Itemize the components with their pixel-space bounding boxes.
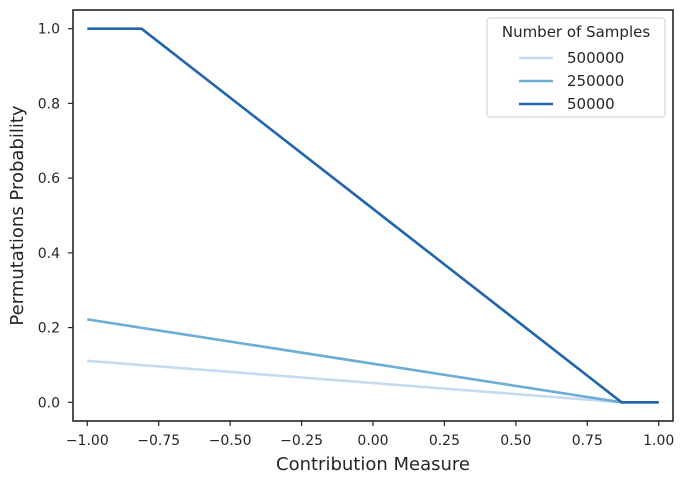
x-tick-label: −0.25 — [280, 433, 323, 449]
legend: Number of Samples 500000 250000 50000 — [486, 17, 666, 118]
x-tick-label: −0.50 — [209, 433, 252, 449]
x-tick-label: 0.75 — [572, 433, 603, 449]
plot-area — [87, 27, 659, 404]
legend-box — [486, 17, 666, 118]
series-line-50000 — [87, 27, 659, 404]
legend-title: Number of Samples — [502, 23, 650, 41]
x-tick-label: 0.50 — [500, 433, 531, 449]
series-line-500000 — [87, 359, 659, 404]
legend-entry-50000: 50000 — [567, 95, 615, 113]
y-tick-label: 0.2 — [38, 321, 60, 337]
legend-entry-500000: 500000 — [567, 49, 624, 67]
series-line-250000 — [87, 318, 659, 404]
x-axis-label: Contribution Measure — [276, 454, 470, 475]
y-tick-label: 0.6 — [38, 171, 60, 187]
x-tick-label: −0.75 — [137, 433, 180, 449]
y-axis-label: Permutations Probability — [7, 105, 28, 325]
y-tick-label: 0.8 — [38, 96, 60, 112]
legend-entry-250000: 250000 — [567, 72, 624, 90]
x-tick-label: 0.00 — [357, 433, 388, 449]
y-tick-label: 0.4 — [38, 246, 60, 262]
x-tick-label: 0.25 — [429, 433, 460, 449]
x-axis: −1.00 −0.75 −0.50 −0.25 0.00 0.25 0.50 0.75 1.00 — [66, 421, 674, 449]
y-tick-label: 1.0 — [38, 22, 60, 38]
y-tick-label: 0.0 — [38, 395, 60, 411]
plot-frame — [72, 9, 674, 422]
x-tick-label: 1.00 — [643, 433, 674, 449]
y-axis: 0.0 0.2 0.4 0.6 0.8 1.0 — [38, 22, 73, 411]
x-tick-label: −1.00 — [66, 433, 109, 449]
